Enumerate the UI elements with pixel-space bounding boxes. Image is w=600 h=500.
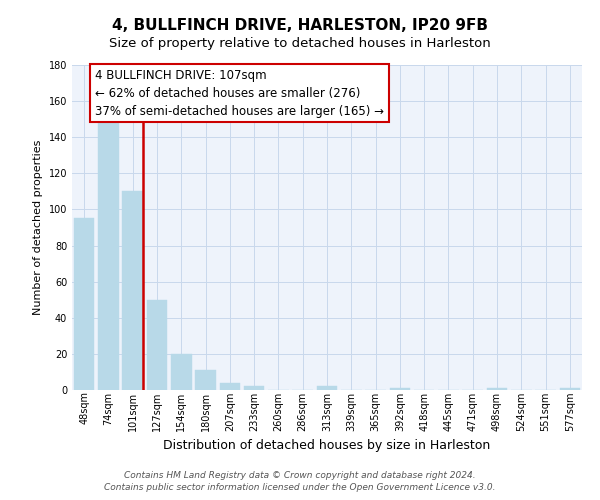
Y-axis label: Number of detached properties: Number of detached properties [33,140,43,315]
Text: 4, BULLFINCH DRIVE, HARLESTON, IP20 9FB: 4, BULLFINCH DRIVE, HARLESTON, IP20 9FB [112,18,488,32]
Text: Contains HM Land Registry data © Crown copyright and database right 2024.
Contai: Contains HM Land Registry data © Crown c… [104,471,496,492]
Bar [244,386,265,390]
X-axis label: Distribution of detached houses by size in Harleston: Distribution of detached houses by size … [163,439,491,452]
Bar [122,192,143,390]
Bar [560,388,580,390]
Text: Size of property relative to detached houses in Harleston: Size of property relative to detached ho… [109,38,491,51]
Bar [98,119,119,390]
Bar [220,383,240,390]
Bar [171,354,191,390]
Bar [487,388,508,390]
Text: 4 BULLFINCH DRIVE: 107sqm
← 62% of detached houses are smaller (276)
37% of semi: 4 BULLFINCH DRIVE: 107sqm ← 62% of detac… [95,68,384,117]
Bar [146,300,167,390]
Bar [389,388,410,390]
Bar [317,386,337,390]
Bar [74,218,94,390]
Bar [195,370,216,390]
